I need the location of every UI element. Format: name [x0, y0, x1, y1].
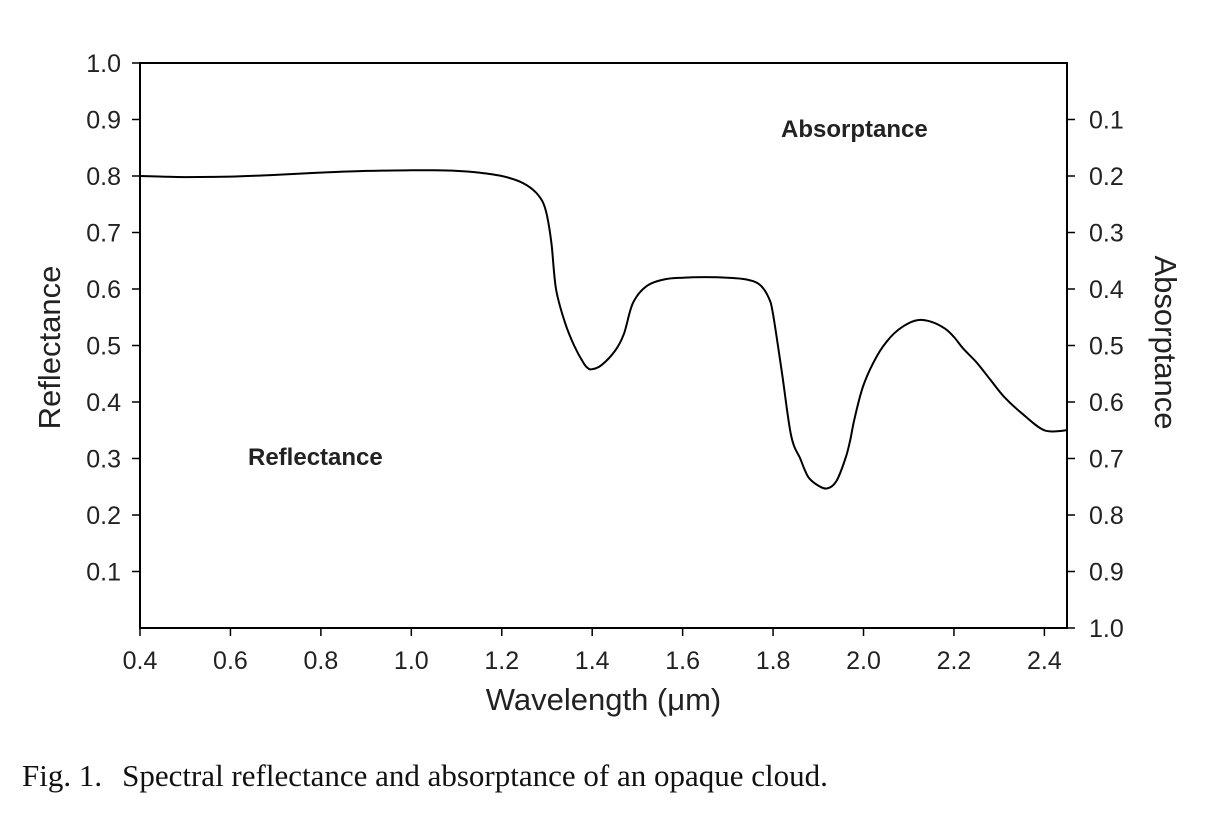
- reflectance-curve: [139, 169, 1068, 490]
- x-tick-label: 1.6: [665, 647, 700, 675]
- y2-tick-label: 0.9: [1089, 559, 1124, 587]
- absorptance-region-label: Absorptance: [781, 116, 928, 143]
- x-tick-label: 0.8: [303, 647, 338, 675]
- x-tick-label: 2.2: [937, 647, 972, 675]
- x-axis-title: Wavelength (μm): [486, 682, 722, 717]
- reflectance-absorptance-chart: 0.4 0.6 0.8 1.0 1.2 1.4 1.6 1.8 2.0 2.2 2.4 0.1 0.2…: [32, 50, 1183, 717]
- y2-tick-label: 1.0: [1089, 615, 1124, 643]
- x-tick-label: 1.4: [575, 647, 610, 675]
- y-axis-title: Reflectance: [32, 266, 67, 430]
- y2-tick-label: 0.4: [1089, 276, 1124, 304]
- y-tick-label: 0.8: [86, 163, 121, 191]
- plot-frame: [139, 62, 1068, 629]
- figure-caption: Fig. 1. Spectral reflectance and absorpta…: [22, 758, 828, 794]
- y2-tick-label: 0.5: [1089, 333, 1124, 361]
- y-tick-label: 0.2: [86, 502, 121, 530]
- y-tick-label: 0.5: [86, 333, 121, 361]
- y-tick-label: 0.3: [86, 446, 121, 474]
- x-tick-label: 0.4: [123, 647, 158, 675]
- x-tick-label: 1.0: [394, 647, 429, 675]
- figure-caption-text: Spectral reflectance and absorptance of …: [122, 758, 828, 793]
- x-tick-label: 1.2: [484, 647, 519, 675]
- y-tick-label: 0.9: [86, 107, 121, 135]
- y-tick-label: 0.6: [86, 276, 121, 304]
- secondary-y-axis-ticks: 0.1 0.2 0.3 0.4 0.5 0.6 0.7 0.8 0.9 1.0: [1067, 107, 1124, 643]
- y-tick-label: 0.1: [86, 559, 121, 587]
- y2-tick-label: 0.1: [1089, 107, 1124, 135]
- y2-tick-label: 0.3: [1089, 220, 1124, 248]
- y-tick-label: 0.4: [86, 389, 121, 417]
- y-axis-ticks: 0.1 0.2 0.3 0.4 0.5 0.6 0.7 0.8 0.9 1.0: [86, 50, 140, 587]
- x-axis-ticks: 0.4 0.6 0.8 1.0 1.2 1.4 1.6 1.8 2.0 2.2 2.4: [123, 628, 1062, 675]
- y2-tick-label: 0.6: [1089, 389, 1124, 417]
- secondary-y-axis-title: Absorptance: [1148, 255, 1183, 429]
- x-tick-label: 1.8: [756, 647, 791, 675]
- reflectance-region-label: Reflectance: [248, 444, 383, 471]
- figure-caption-label: Fig. 1.: [22, 758, 103, 793]
- x-tick-label: 0.6: [213, 647, 248, 675]
- x-tick-label: 2.0: [846, 647, 881, 675]
- y2-tick-label: 0.7: [1089, 446, 1124, 474]
- y2-tick-label: 0.2: [1089, 163, 1124, 191]
- y-tick-label: 1.0: [86, 50, 121, 78]
- y2-tick-label: 0.8: [1089, 502, 1124, 530]
- y-tick-label: 0.7: [86, 220, 121, 248]
- x-tick-label: 2.4: [1027, 647, 1062, 675]
